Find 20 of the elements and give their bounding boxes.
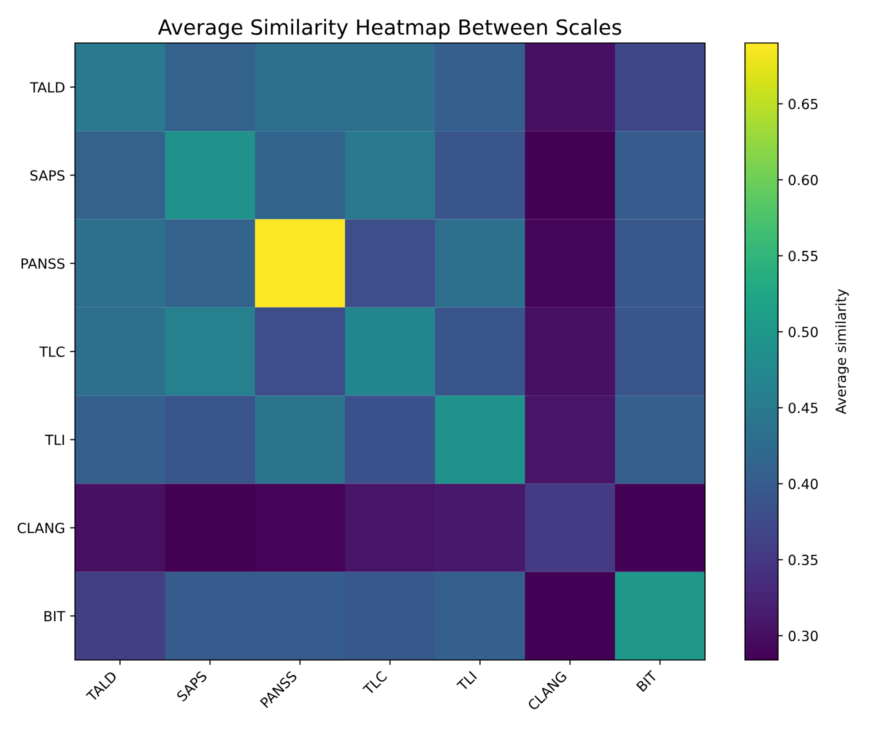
x-tick-label: TLC (362, 670, 388, 696)
color-bar-title: Average similarity (835, 289, 849, 414)
color-bar-label: 0.50 (788, 326, 818, 338)
color-bar-label: 0.35 (788, 554, 818, 566)
color-bar-label: 0.65 (788, 98, 818, 110)
y-tick-label: TLC (39, 346, 65, 357)
y-tick-label: PANSS (22, 258, 64, 269)
y-tick-label: TALD (30, 82, 64, 92)
y-tick-label: SAPS (30, 170, 65, 181)
color-bar-label: 0.45 (788, 402, 818, 414)
x-tick-label: TLI (456, 670, 477, 692)
color-bar-label: 0.55 (788, 250, 818, 262)
y-tick-label: BIT (44, 611, 66, 622)
chart-title: Average Similarity Heatmap Between Scales (158, 18, 622, 39)
color-bar-label: 0.60 (788, 174, 818, 186)
x-tick-label: BIT (636, 670, 658, 692)
color-bar-label: 0.30 (788, 630, 818, 642)
color-bar-label: 0.40 (788, 478, 818, 490)
y-tick-label: CLANG (18, 522, 64, 534)
y-tick-label: TLI (44, 434, 64, 445)
